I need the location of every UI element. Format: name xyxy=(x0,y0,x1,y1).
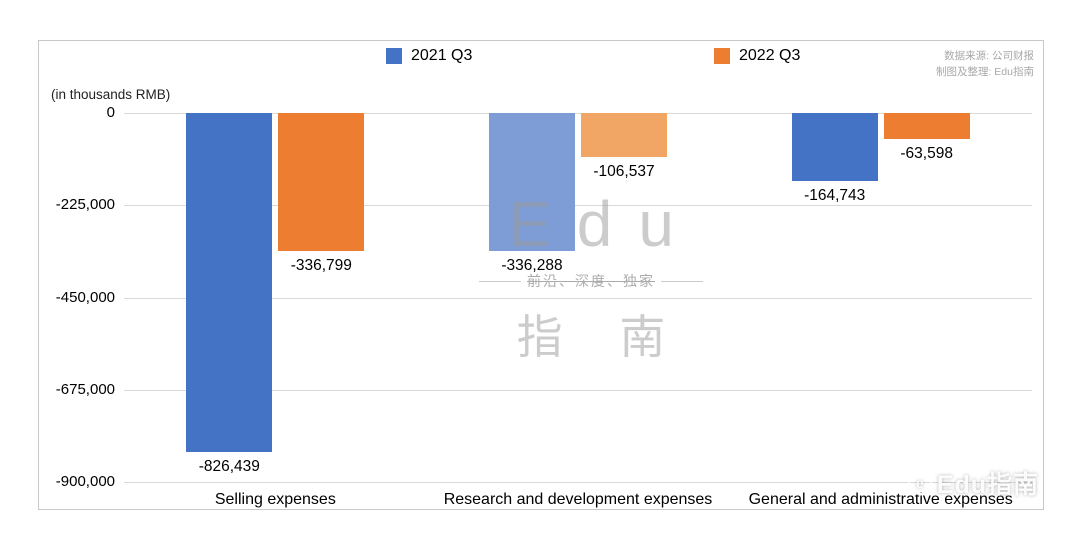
legend-label: 2021 Q3 xyxy=(411,47,473,64)
x-axis-labels: Selling expenses Research and development… xyxy=(124,491,1032,509)
corner-watermark: e Edu指南 xyxy=(907,465,1039,501)
gridline xyxy=(124,113,1032,114)
edu-logo-icon: e xyxy=(907,471,932,495)
y-tick-label: -675,000 xyxy=(55,380,115,398)
bars-layer: -826,439 -336,799 -336,288 -106,537 -164,743… xyxy=(124,113,1032,482)
x-category-label-3: General and administrative expenses xyxy=(748,491,1013,508)
source-note: 数据来源: 公司财报 制图及整理: Edu指南 xyxy=(936,48,1034,81)
bar-value-label: -106,537 xyxy=(593,163,655,180)
bar-2022-q3-group-1: -336,799 xyxy=(278,113,365,274)
y-tick-label: -450,000 xyxy=(55,288,115,306)
bar-2021-q3-group-2: -336,288 xyxy=(489,113,575,274)
gridline xyxy=(124,297,1032,299)
chart-box: 2021 Q3 2022 Q3 数据来源: 公司财报 制图及整理: Edu指南 (… xyxy=(38,40,1044,510)
y-axis-unit-label: (in thousands RMB) xyxy=(51,87,171,102)
bar-value-label: -63,598 xyxy=(900,145,953,162)
source-line-1: 数据来源: 公司财报 xyxy=(944,50,1034,62)
bar-group-2: -336,288 -106,537 xyxy=(427,113,730,482)
bar-2022-q3-group-2: -106,537 xyxy=(581,113,667,180)
legend-label: 2022 Q3 xyxy=(739,47,801,64)
y-tick-label: -900,000 xyxy=(55,473,115,490)
corner-watermark-text: Edu指南 xyxy=(936,471,1039,499)
legend-swatch xyxy=(714,48,730,64)
bar-2022-q3-group-3: -63,598 xyxy=(883,113,970,162)
y-tick-label: 0 xyxy=(106,104,115,121)
bar-2021-q3-group-3: -164,743 xyxy=(791,113,878,204)
source-line-2: 制图及整理: Edu指南 xyxy=(935,66,1034,79)
legend-item-2021-q3: 2021 Q3 xyxy=(386,47,472,65)
gridline xyxy=(124,482,1032,483)
gridline xyxy=(124,205,1032,207)
bar-group-1: -826,439 -336,799 xyxy=(124,113,427,482)
x-category-label-2: Research and development expenses xyxy=(443,491,713,508)
bar-value-label: -826,439 xyxy=(198,458,260,475)
bar-value-label: -164,743 xyxy=(804,187,866,204)
y-axis-tick-labels: 0 -225,000 -450,000 -675,000 -900,000 xyxy=(45,104,115,490)
x-category-label-1: Selling expenses xyxy=(214,491,336,508)
plot-area: -826,439 -336,799 -336,288 -106,537 -164,743… xyxy=(124,113,1032,483)
gridline xyxy=(124,389,1032,391)
chart-legend: 2021 Q3 2022 Q3 xyxy=(39,47,1043,69)
legend-item-2022-q3: 2022 Q3 xyxy=(714,47,800,65)
bar-value-label: -336,799 xyxy=(290,257,352,274)
legend-swatch xyxy=(386,48,402,64)
bar-2021-q3-group-1: -826,439 xyxy=(186,113,273,475)
bar-group-3: -164,743 -63,598 xyxy=(729,113,1032,482)
y-tick-label: -225,000 xyxy=(55,196,115,214)
bar-value-label: -336,288 xyxy=(501,257,563,274)
